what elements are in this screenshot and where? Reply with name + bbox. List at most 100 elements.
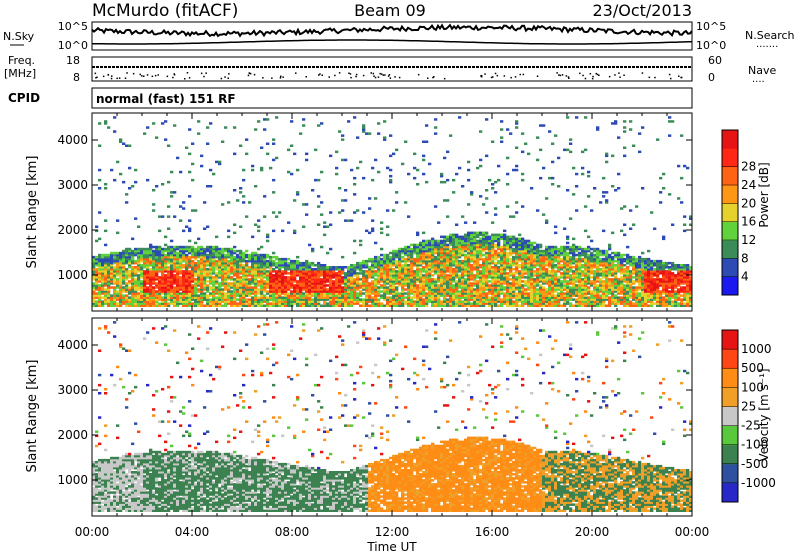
echo-cell — [497, 282, 501, 285]
echo-cell — [260, 302, 264, 305]
echo-cell — [506, 296, 510, 299]
echo-cell — [467, 259, 471, 263]
echo-cell — [260, 290, 264, 293]
echo-cell — [119, 302, 123, 305]
echo-cell — [479, 270, 483, 273]
echo-cell — [467, 304, 471, 307]
echo-cell — [194, 298, 198, 301]
echo-cell — [551, 288, 555, 291]
echo-cell — [188, 288, 192, 291]
echo-cell — [485, 294, 489, 297]
echo-cell — [350, 168, 354, 172]
echo-cell — [389, 278, 393, 281]
echo-cell — [230, 278, 234, 281]
echo-cell — [398, 302, 402, 305]
echo-cell — [161, 284, 165, 287]
echo-cell — [158, 245, 162, 249]
echo-cell — [365, 302, 369, 305]
echo-cell — [101, 304, 105, 307]
echo-cell — [530, 264, 534, 267]
echo-cell — [257, 257, 261, 261]
echo-cell — [437, 264, 441, 267]
echo-cell — [125, 282, 129, 285]
echo-cell — [392, 270, 396, 273]
echo-cell — [464, 221, 468, 224]
echo-cell — [557, 298, 561, 301]
echo-cell — [479, 298, 483, 301]
echo-cell — [440, 280, 444, 283]
echo-cell — [509, 249, 513, 253]
echo-cell — [131, 302, 135, 305]
echo-cell — [452, 264, 456, 267]
echo-cell — [200, 280, 204, 283]
echo-cell — [134, 272, 138, 275]
echo-cell — [395, 298, 399, 301]
echo-cell — [194, 282, 198, 285]
echo-cell — [128, 296, 132, 299]
echo-cell — [368, 290, 372, 293]
echo-cell — [563, 253, 567, 257]
echo-cell — [428, 300, 432, 303]
echo-cell — [185, 274, 189, 277]
echo-cell — [188, 245, 192, 249]
echo-cell — [479, 290, 483, 293]
echo-cell — [488, 292, 492, 295]
echo-cell — [275, 278, 279, 281]
echo-cell — [485, 259, 489, 263]
echo-cell — [521, 300, 525, 303]
echo-cell — [233, 251, 237, 255]
echo-cell — [161, 257, 165, 261]
echo-cell — [485, 288, 489, 291]
echo-cell — [320, 122, 324, 125]
echo-cell — [203, 255, 207, 259]
echo-cell — [110, 270, 114, 273]
echo-cell — [452, 247, 456, 251]
echo-cell — [254, 282, 258, 285]
echo-cell — [437, 239, 441, 243]
echo-cell — [473, 304, 477, 307]
echo-cell — [230, 298, 234, 301]
echo-cell — [116, 266, 120, 269]
echo-cell — [512, 284, 516, 287]
echo-cell — [479, 272, 483, 275]
echo-cell — [128, 304, 132, 307]
echo-cell — [527, 261, 531, 265]
echo-cell — [257, 302, 261, 305]
echo-cell — [494, 257, 498, 261]
echo-cell — [542, 251, 546, 255]
echo-cell — [224, 280, 228, 283]
echo-cell — [104, 259, 108, 263]
echo-cell — [464, 235, 468, 239]
echo-cell — [572, 249, 576, 253]
echo-cell — [398, 284, 402, 287]
echo-cell — [437, 257, 441, 261]
nave-point — [394, 76, 396, 78]
echo-cell — [545, 276, 549, 279]
echo-cell — [389, 259, 393, 263]
echo-cell — [467, 280, 471, 283]
echo-cell — [308, 280, 312, 283]
echo-cell — [122, 259, 126, 263]
echo-cell — [497, 288, 501, 291]
echo-cell — [380, 231, 384, 235]
echo-cell — [98, 270, 102, 273]
nave-point — [110, 77, 113, 80]
echo-cell — [449, 247, 453, 251]
echo-cell — [335, 304, 339, 307]
echo-cell — [554, 298, 558, 301]
echo-cell — [422, 268, 426, 271]
echo-cell — [371, 302, 375, 305]
echo-cell — [392, 264, 396, 267]
echo-cell — [497, 255, 501, 259]
echo-cell — [299, 272, 303, 275]
echo-cell — [446, 294, 450, 297]
echo-cell — [344, 219, 348, 222]
echo-cell — [521, 205, 525, 208]
echo-cell — [299, 274, 303, 277]
echo-cell — [341, 288, 345, 291]
echo-cell — [575, 274, 579, 277]
echo-cell — [269, 284, 273, 287]
echo-cell — [338, 304, 342, 307]
echo-cell — [290, 261, 294, 265]
echo-cell — [470, 296, 474, 299]
